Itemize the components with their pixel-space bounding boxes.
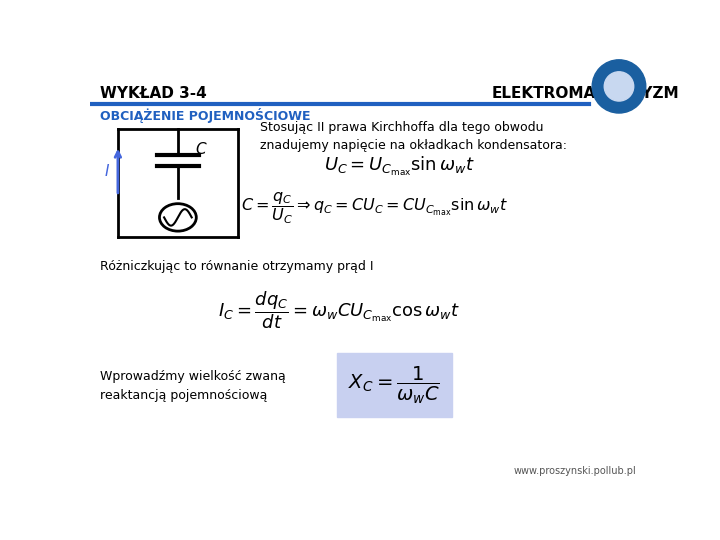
Text: ELEKTROMAGNETYZM: ELEKTROMAGNETYZM bbox=[492, 86, 680, 102]
Text: $X_C = \dfrac{1}{\omega_w C}$: $X_C = \dfrac{1}{\omega_w C}$ bbox=[348, 364, 440, 406]
Text: $C = \dfrac{q_C}{U_C} \Rightarrow q_C = CU_C = CU_{C_{\rm max}} \sin \omega_w t$: $C = \dfrac{q_C}{U_C} \Rightarrow q_C = … bbox=[240, 191, 508, 226]
Text: OBCIĄŻENIE POJEMNOŚCIOWE: OBCIĄŻENIE POJEMNOŚCIOWE bbox=[100, 108, 310, 123]
Text: $I_C = \dfrac{dq_C}{dt} = \omega_w C U_{C_{\rm max}} \cos \omega_w t$: $I_C = \dfrac{dq_C}{dt} = \omega_w C U_{… bbox=[218, 289, 461, 331]
Text: $C$: $C$ bbox=[194, 141, 207, 157]
Text: $I$: $I$ bbox=[104, 163, 109, 179]
Text: www.proszynski.pollub.pl: www.proszynski.pollub.pl bbox=[514, 465, 637, 476]
Text: Stosując II prawa Kirchhoffa dla tego obwodu
znadujemy napięcie na okładkach kon: Stosując II prawa Kirchhoffa dla tego ob… bbox=[260, 121, 567, 152]
Ellipse shape bbox=[604, 72, 634, 101]
Text: Różniczkując to równanie otrzymamy prąd I: Różniczkując to równanie otrzymamy prąd … bbox=[100, 260, 374, 273]
Text: $U_C = U_{C_{\rm max}} \sin \omega_w t$: $U_C = U_{C_{\rm max}} \sin \omega_w t$ bbox=[324, 155, 475, 178]
Text: Wprowadźmy wielkość zwaną
reaktancją pojemnościową: Wprowadźmy wielkość zwaną reaktancją poj… bbox=[100, 370, 286, 402]
Text: WYKŁAD 3-4: WYKŁAD 3-4 bbox=[100, 86, 207, 102]
Ellipse shape bbox=[592, 60, 646, 113]
